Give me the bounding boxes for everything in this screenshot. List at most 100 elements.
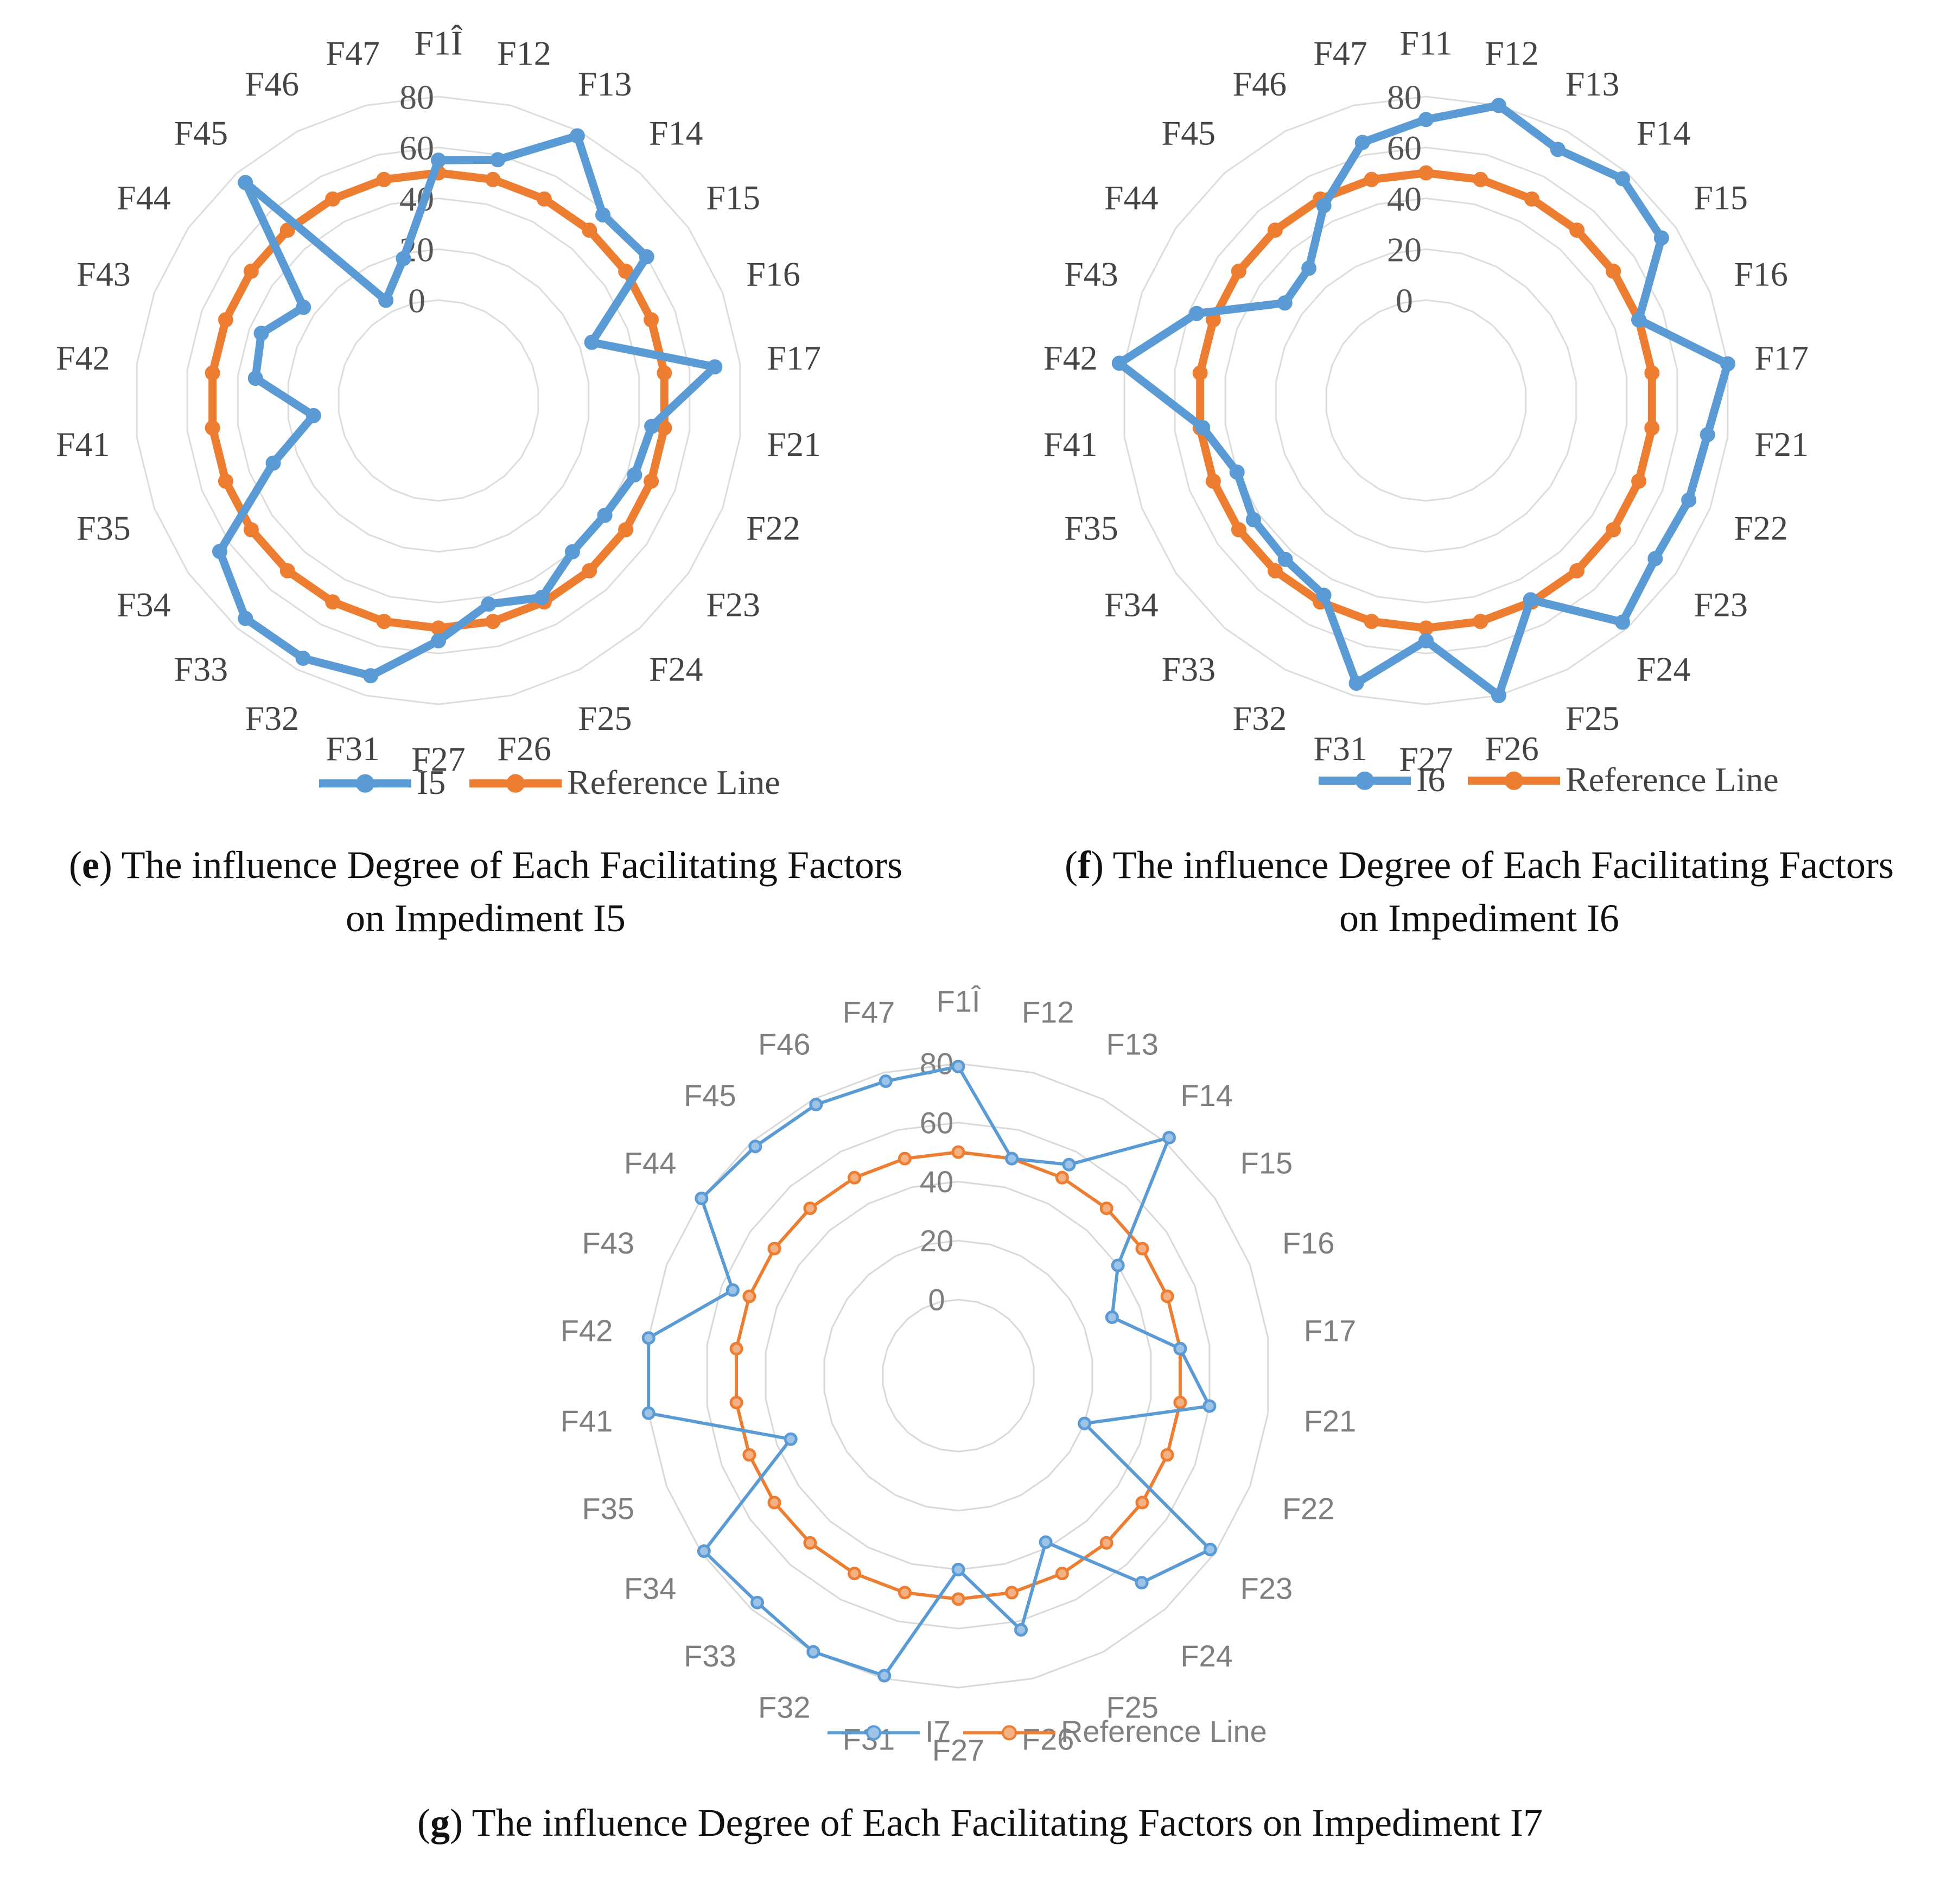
data-point <box>1653 230 1669 246</box>
data-point <box>1418 165 1434 181</box>
caption-f: (f) The influence Degree of Each Facilit… <box>998 838 1960 945</box>
data-point <box>644 473 659 489</box>
data-point <box>1550 142 1566 157</box>
category-label: F21 <box>1304 1404 1357 1438</box>
data-point <box>584 334 600 350</box>
category-label: F22 <box>746 508 800 547</box>
data-point <box>325 594 341 610</box>
caption-g-letter: g <box>430 1801 450 1844</box>
data-point <box>1491 98 1506 113</box>
legend-marker <box>506 774 525 793</box>
category-label: F1Î <box>937 984 981 1019</box>
data-point <box>1135 1496 1149 1510</box>
data-point <box>481 596 497 612</box>
category-label: F47 <box>1313 34 1367 73</box>
category-label: F25 <box>1566 699 1620 737</box>
category-label: F24 <box>649 650 703 688</box>
data-point <box>569 128 585 144</box>
category-label: F13 <box>1566 65 1620 103</box>
data-point <box>1267 222 1283 238</box>
data-point <box>1523 592 1538 608</box>
data-point <box>644 418 660 434</box>
data-point <box>697 1544 711 1558</box>
category-label: F14 <box>649 113 703 152</box>
data-point <box>644 312 659 328</box>
data-point <box>1195 420 1211 435</box>
data-point <box>707 359 723 375</box>
category-label: F45 <box>174 113 228 152</box>
data-point <box>378 292 394 308</box>
category-label: F23 <box>1240 1571 1293 1606</box>
grid-ring <box>882 1299 1035 1453</box>
data-point <box>951 1563 965 1576</box>
data-point <box>205 365 220 381</box>
category-label: F33 <box>684 1639 736 1673</box>
data-point <box>639 249 654 265</box>
data-point <box>279 563 295 578</box>
data-point <box>582 563 597 578</box>
series-line-reference <box>208 169 669 632</box>
data-point <box>1160 1448 1174 1462</box>
data-point <box>1606 522 1621 538</box>
category-label: F16 <box>1734 254 1788 293</box>
data-point <box>750 1595 764 1609</box>
data-point <box>1615 171 1630 187</box>
category-label: F27 <box>1399 740 1453 778</box>
data-point <box>1231 263 1246 279</box>
data-point <box>597 507 613 523</box>
category-label: F34 <box>624 1571 677 1606</box>
data-point <box>1173 1341 1187 1356</box>
grid-ring <box>1325 299 1527 502</box>
data-point <box>1720 356 1735 372</box>
data-point <box>431 152 446 168</box>
data-point <box>376 614 392 629</box>
category-label: F43 <box>582 1226 635 1260</box>
caption-e: (e) The influence Degree of Each Facilit… <box>0 838 971 945</box>
data-point <box>695 1191 709 1205</box>
category-label: F41 <box>56 425 110 463</box>
data-point <box>1111 1258 1125 1272</box>
grid-ring <box>1174 147 1678 654</box>
category-label: F27 <box>932 1733 985 1767</box>
grid-ring <box>186 147 691 654</box>
category-label: F35 <box>1064 508 1118 547</box>
data-point <box>848 1567 862 1581</box>
caption-e-line2: on Impediment I5 <box>346 896 626 940</box>
data-point <box>1569 563 1585 578</box>
data-point <box>1364 614 1379 629</box>
grid-ring <box>237 197 640 604</box>
data-point <box>243 263 259 279</box>
category-label: F12 <box>1485 34 1539 73</box>
data-point <box>618 522 634 538</box>
data-point <box>1062 1157 1076 1172</box>
data-point <box>641 1406 656 1420</box>
data-point <box>1301 260 1317 276</box>
legend-marker <box>1505 771 1523 790</box>
category-label: F15 <box>1240 1146 1293 1180</box>
legend-label: I7 <box>925 1714 951 1748</box>
legend-marker <box>356 774 374 793</box>
data-point <box>218 473 233 489</box>
caption-e-letter: e <box>81 843 99 887</box>
radial-tick-label: 0 <box>1396 281 1413 320</box>
caption-f-letter: f <box>1077 843 1091 887</box>
category-label: F44 <box>117 179 171 217</box>
caption-f-line2: on Impediment I6 <box>1339 896 1619 940</box>
grid-ring <box>706 1122 1211 1630</box>
data-point <box>1316 198 1332 214</box>
data-point <box>485 171 501 187</box>
category-label: F15 <box>706 179 760 217</box>
data-point <box>1277 295 1293 311</box>
data-point <box>898 1151 912 1166</box>
data-point <box>1055 1170 1069 1185</box>
caption-e-line1: The influence Degree of Each Facilitatin… <box>112 843 903 887</box>
data-point <box>848 1170 862 1185</box>
category-label: F35 <box>77 508 131 547</box>
data-point <box>1203 1543 1217 1556</box>
category-label: F32 <box>758 1690 811 1725</box>
data-point <box>1644 420 1660 436</box>
data-point <box>1700 427 1715 442</box>
category-label: F42 <box>56 339 110 377</box>
category-label: F23 <box>1694 585 1748 623</box>
